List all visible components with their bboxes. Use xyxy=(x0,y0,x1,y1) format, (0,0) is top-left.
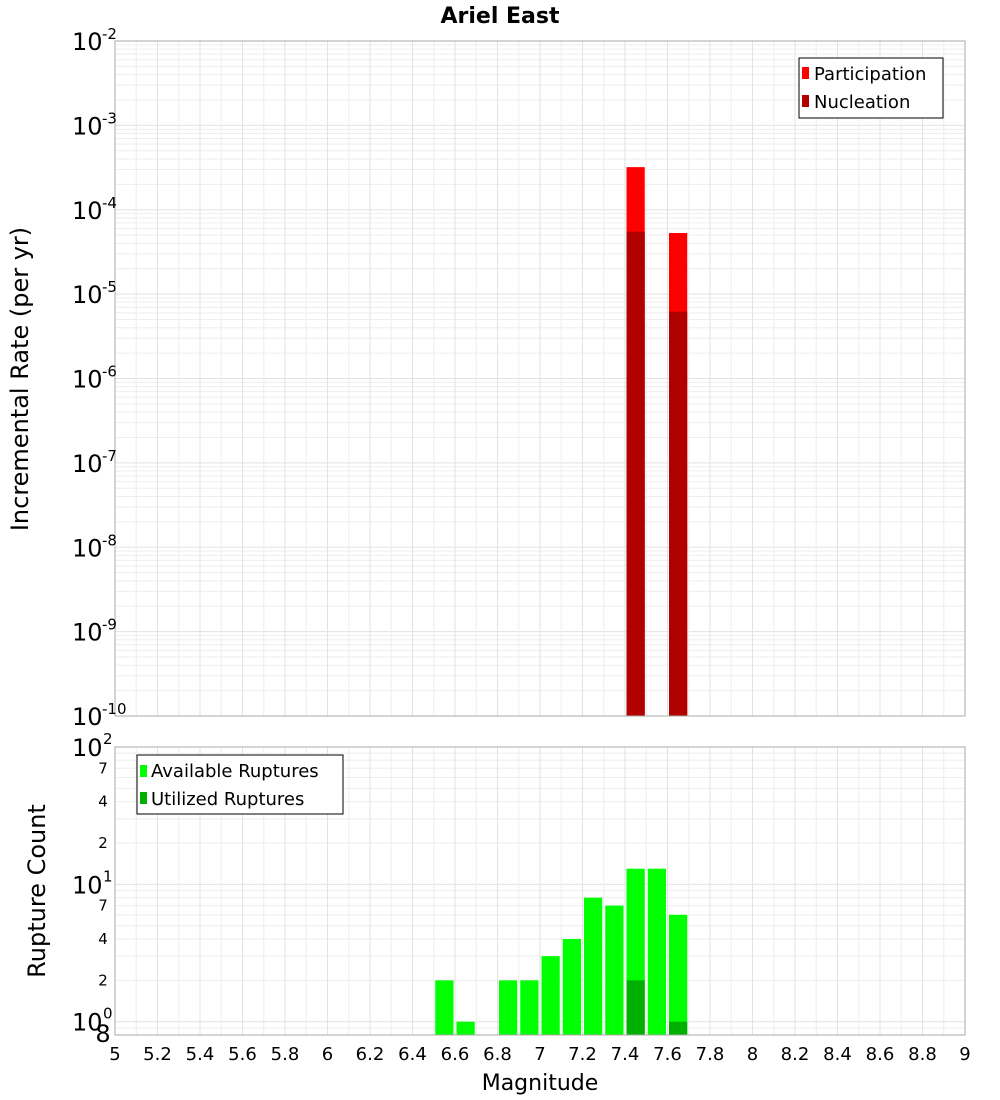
top-y-tick-label: 10 xyxy=(72,197,103,225)
top-y-tick-label: 10 xyxy=(72,28,103,56)
bottom-y-minor-tick-label: 7 xyxy=(98,897,108,915)
x-tick-label: 5 xyxy=(109,1044,120,1065)
x-tick-label: 6.6 xyxy=(441,1044,470,1065)
bottom-y-minor-tick-label: 4 xyxy=(98,793,108,811)
top-y-axis-label: Incremental Rate (per yr) xyxy=(6,227,34,531)
bar-nucleation xyxy=(669,311,688,716)
bottom-legend: Available Ruptures Utilized Ruptures xyxy=(136,754,344,815)
x-tick-label: 8 xyxy=(747,1044,758,1065)
top-plot-frame xyxy=(114,40,966,717)
bar-available-ruptures xyxy=(499,980,518,1035)
bar-available-ruptures xyxy=(669,914,688,1035)
bar-available-ruptures xyxy=(435,980,454,1035)
top-y-tick-label: 10 xyxy=(72,281,103,309)
bottom-y-tick-exponent: 0 xyxy=(103,1005,113,1023)
x-tick-label: 7 xyxy=(534,1044,545,1065)
top-y-tick-label: 10 xyxy=(72,534,103,562)
x-tick-label: 5.2 xyxy=(143,1044,172,1065)
bottom-y-minor-tick-label: 2 xyxy=(98,834,108,852)
top-panel-bars xyxy=(626,167,688,716)
bar-utilized-ruptures xyxy=(626,980,645,1035)
bottom-panel-gridlines xyxy=(115,747,965,1036)
x-tick-label: 7.2 xyxy=(568,1044,597,1065)
top-legend-box xyxy=(798,57,944,119)
bar-available-ruptures xyxy=(520,980,539,1035)
legend-label-utilized-ruptures: Utilized Ruptures xyxy=(151,789,304,810)
top-panel-y-ticks: 10-210-310-410-510-610-710-810-910-10 xyxy=(72,25,127,731)
bar-available-ruptures xyxy=(605,905,624,1035)
top-y-tick-exponent: -8 xyxy=(102,531,117,549)
bottom-y-tick-label: 10 xyxy=(72,734,103,762)
bottom-y-tick-label: 10 xyxy=(72,1009,103,1037)
legend-swatch-available-ruptures xyxy=(140,765,147,777)
bottom-y-minor-tick-label: 8 xyxy=(95,1020,110,1048)
bottom-plot-frame xyxy=(114,746,966,1036)
top-y-tick-label: 10 xyxy=(72,619,103,647)
bottom-y-axis-label: Rupture Count xyxy=(23,804,51,978)
top-y-tick-label: 10 xyxy=(72,112,103,140)
x-tick-label: 8.4 xyxy=(823,1044,852,1065)
bar-utilized-ruptures xyxy=(669,1021,688,1035)
bottom-y-minor-tick-label: 4 xyxy=(98,930,108,948)
bar-available-ruptures xyxy=(562,939,581,1035)
top-panel-gridlines xyxy=(115,41,965,717)
top-y-tick-exponent: -7 xyxy=(102,447,117,465)
x-tick-label: 7.6 xyxy=(653,1044,682,1065)
top-legend: Participation Nucleation xyxy=(798,57,944,119)
top-y-tick-label: 10 xyxy=(72,703,103,731)
top-y-tick-label: 10 xyxy=(72,450,103,478)
bottom-y-minor-tick-label: 7 xyxy=(98,759,108,777)
bottom-panel-bars xyxy=(435,868,688,1035)
bar-available-ruptures xyxy=(584,897,603,1035)
top-y-tick-exponent: -2 xyxy=(102,25,117,43)
top-y-tick-exponent: -6 xyxy=(102,363,117,381)
top-y-tick-exponent: -5 xyxy=(102,278,117,296)
top-y-tick-exponent: -3 xyxy=(102,109,117,127)
bar-available-ruptures xyxy=(456,1021,475,1035)
x-tick-label: 8.2 xyxy=(781,1044,810,1065)
x-tick-label: 5.6 xyxy=(228,1044,257,1065)
bar-available-ruptures xyxy=(541,956,560,1035)
bottom-legend-box xyxy=(136,754,344,815)
legend-swatch-nucleation xyxy=(802,95,809,107)
x-axis-label: Magnitude xyxy=(482,1071,599,1096)
x-tick-label: 6 xyxy=(322,1044,333,1065)
legend-label-nucleation: Nucleation xyxy=(814,92,910,113)
legend-label-participation: Participation xyxy=(814,64,926,85)
top-y-tick-exponent: -10 xyxy=(102,700,127,718)
legend-swatch-participation xyxy=(802,67,809,79)
x-tick-label: 9 xyxy=(959,1044,970,1065)
bottom-y-minor-tick-label: 2 xyxy=(98,971,108,989)
x-tick-label: 6.4 xyxy=(398,1044,427,1065)
x-tick-label: 7.4 xyxy=(611,1044,640,1065)
x-tick-label: 6.8 xyxy=(483,1044,512,1065)
x-tick-label: 7.8 xyxy=(696,1044,725,1065)
x-tick-label: 6.2 xyxy=(356,1044,385,1065)
top-y-tick-exponent: -4 xyxy=(102,194,117,212)
x-tick-label: 5.8 xyxy=(271,1044,300,1065)
bar-available-ruptures xyxy=(647,868,666,1035)
bottom-y-tick-exponent: 2 xyxy=(103,730,113,748)
bottom-y-tick-label: 10 xyxy=(72,871,103,899)
bottom-y-tick-exponent: 1 xyxy=(103,867,113,885)
top-y-tick-label: 10 xyxy=(72,366,103,394)
x-tick-label: 8.6 xyxy=(866,1044,895,1065)
x-tick-label: 5.4 xyxy=(186,1044,215,1065)
x-axis-tick-labels: 5 5.2 5.4 5.6 5.8 6 6.2 6.4 6.6 6.8 7 7.2 7.4 7.6 7.8 8… xyxy=(109,1044,970,1065)
x-tick-label: 8.8 xyxy=(908,1044,937,1065)
legend-label-available-ruptures: Available Ruptures xyxy=(151,761,319,782)
bar-nucleation xyxy=(626,231,645,716)
legend-swatch-utilized-ruptures xyxy=(140,792,147,804)
top-y-tick-exponent: -9 xyxy=(102,616,117,634)
chart-title: Ariel East xyxy=(440,4,560,29)
